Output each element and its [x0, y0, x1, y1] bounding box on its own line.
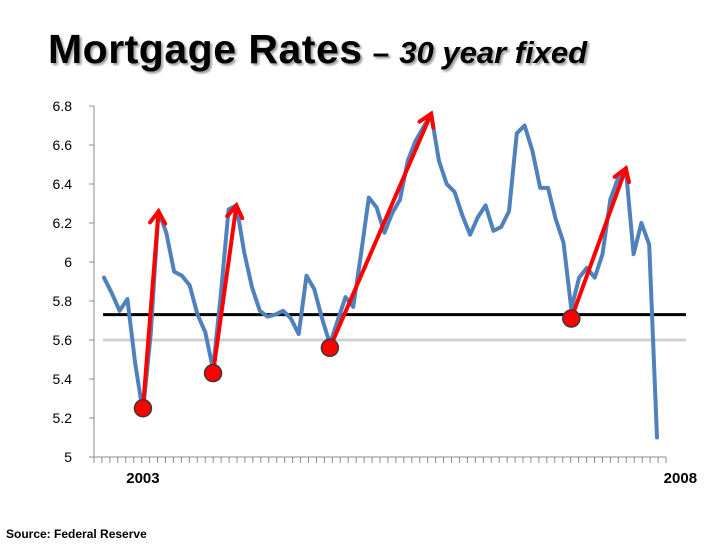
marker-layer	[133, 309, 581, 418]
line-layer	[102, 111, 686, 440]
trend-arrow	[140, 207, 168, 411]
trend-arrow	[327, 110, 436, 350]
arrow-head	[148, 207, 168, 226]
arrow-layer	[140, 110, 631, 411]
y-tick-label: 6	[64, 254, 72, 270]
y-tick-label: 5	[64, 449, 72, 465]
trend-arrow	[211, 201, 245, 376]
y-tick-label: 6.2	[53, 215, 73, 231]
title-subtitle: 30 year fixed	[399, 35, 588, 70]
series-line	[102, 111, 659, 440]
y-tick-label: 5.2	[53, 410, 73, 426]
y-tick-label: 5.8	[53, 293, 73, 309]
low-point-marker	[562, 309, 581, 328]
y-tick-label: 6.8	[53, 98, 73, 114]
arrow-shaft	[569, 166, 628, 321]
title-dash: –	[372, 37, 390, 70]
arrow-head	[612, 164, 631, 185]
low-point-marker	[133, 399, 153, 418]
arrow-shaft	[211, 203, 239, 376]
axis-layer: 5 5.2 5.4 5.6 5.8 6 6.2 6.4 6.6 6.8 2003 2008	[53, 98, 698, 487]
y-tick-label: 5.4	[53, 371, 73, 387]
chart-title: Mortgage Rates –30 year fixed	[48, 26, 587, 73]
x-tick-label: 2003	[126, 470, 159, 487]
source-note: Source: Federal Reserve	[6, 527, 147, 541]
trend-arrow	[569, 164, 631, 321]
low-point-marker	[203, 363, 223, 383]
y-tick-label: 5.6	[53, 332, 73, 348]
arrow-head	[417, 110, 436, 130]
arrow-shaft	[140, 209, 161, 411]
arrow-head	[225, 201, 245, 221]
y-tick-label: 6.4	[53, 176, 73, 192]
x-tick-label: 2008	[664, 470, 697, 487]
title-main: Mortgage Rates	[48, 26, 363, 72]
arrow-shaft	[327, 111, 434, 350]
y-tick-label: 6.6	[53, 137, 73, 153]
low-point-marker	[320, 338, 340, 358]
